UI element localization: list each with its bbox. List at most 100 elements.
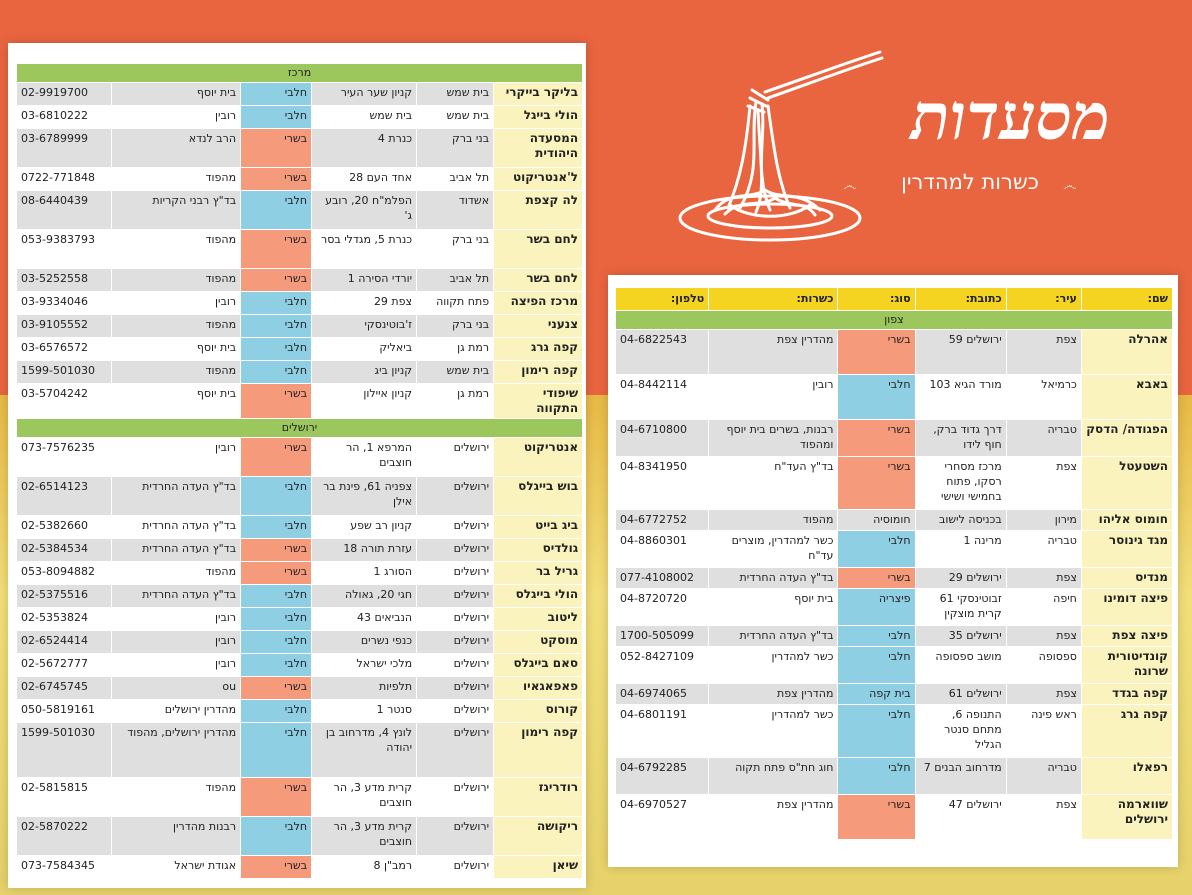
restaurant-type: חלבי <box>241 723 312 777</box>
header-city: עיר: <box>1006 288 1081 310</box>
restaurant-phone: 1700-505099 <box>616 626 709 646</box>
restaurant-type: בשרי <box>241 856 312 878</box>
restaurant-address: הסורג 1 <box>312 562 417 584</box>
restaurant-name: מרכז הפיצה <box>494 292 583 314</box>
restaurant-type: חלבי <box>838 647 915 683</box>
restaurant-kashrut: בית יוסף <box>112 83 241 105</box>
restaurant-address: קרית מדע 3, הר חוצבים <box>312 778 417 816</box>
restaurant-city: טבריה <box>1006 531 1081 567</box>
restaurant-name: פאפאגאיו <box>494 677 583 699</box>
restaurant-phone: 04-6772752 <box>616 510 709 530</box>
restaurant-type: בשרי <box>838 420 915 456</box>
restaurant-address: סנטר 1 <box>312 700 417 722</box>
restaurant-type: בשרי <box>241 539 312 561</box>
restaurant-phone: 04-6970527 <box>616 795 709 839</box>
restaurant-address: מדרחוב הבנים 7 <box>915 758 1006 794</box>
restaurant-phone: 03-6810222 <box>17 106 112 128</box>
restaurant-city: ירושלים <box>417 723 494 777</box>
restaurant-name: פיצה דומינו <box>1081 589 1172 625</box>
restaurant-kashrut: רובין <box>112 631 241 653</box>
restaurant-name: לחם בשר <box>494 269 583 291</box>
restaurant-kashrut: מהפוד <box>112 315 241 337</box>
restaurant-type: חלבי <box>241 338 312 360</box>
restaurant-address: בכניסה לישוב <box>915 510 1006 530</box>
restaurant-phone: 052-8427109 <box>616 647 709 683</box>
restaurant-address: בית שמש <box>312 106 417 128</box>
restaurant-city: בית שמש <box>417 361 494 383</box>
header-address: כתובת: <box>915 288 1006 310</box>
restaurant-type: בשרי <box>241 168 312 190</box>
restaurant-address: ירושלים 47 <box>915 795 1006 839</box>
restaurant-kashrut: אגודת ישראל <box>112 856 241 878</box>
restaurant-phone: 1599-501030 <box>17 723 112 777</box>
restaurant-name: פיצה צפת <box>1081 626 1172 646</box>
table-row: המסעדה היהודית בני ברק כנרת 4 בשרי הרב לנדא 0… <box>17 129 583 167</box>
restaurant-city: חיפה <box>1006 589 1081 625</box>
restaurant-type: חלבי <box>241 654 312 676</box>
restaurant-name: ריקושה <box>494 817 583 855</box>
restaurant-address: ירושלים 29 <box>915 568 1006 588</box>
table-row: הפגודה/ הדסק טבריה דרך גדוד ברק, חוף לידו ב… <box>616 420 1172 456</box>
restaurant-name: קפה גרג <box>494 338 583 360</box>
restaurant-kashrut: מהפוד <box>112 361 241 383</box>
restaurant-city: בית שמש <box>417 106 494 128</box>
restaurant-phone: 08-6440439 <box>17 191 112 229</box>
table-row: לחם בשר תל אביב יורדי הסירה 1 בשרי מהפוד 03-5… <box>17 269 583 291</box>
restaurant-name: קורוס <box>494 700 583 722</box>
table-row: מגד גינוסר טבריה מרינה 1 חלבי כשר למהדרין, מ… <box>616 531 1172 567</box>
restaurant-address: קניון רב שפע <box>312 516 417 538</box>
restaurant-name: בוש בייגלס <box>494 477 583 515</box>
restaurant-kashrut: ou <box>112 677 241 699</box>
table-row: מוסקט ירושלים כנפי נשרים חלבי רובין 02-652441… <box>17 631 583 653</box>
restaurant-address: קניון שער העיר <box>312 83 417 105</box>
table-row: סאם בייגלס ירושלים מלכי ישראל חלבי רובין 02-5… <box>17 654 583 676</box>
restaurant-type: בשרי <box>241 778 312 816</box>
restaurant-name: לה קצפת <box>494 191 583 229</box>
table-row: ריקושה ירושלים קרית מדע 3, הר חוצבים חלבי רב… <box>17 817 583 855</box>
restaurant-address: ירושלים 35 <box>915 626 1006 646</box>
restaurant-phone: 077-4108002 <box>616 568 709 588</box>
restaurant-address: מרכז מסחרי רסקו, פתוח בחמישי ושישי <box>915 457 1006 509</box>
table-row: לחם בשר בני ברק כנרת 5, מגדלי בסר בשרי מהפוד… <box>17 230 583 268</box>
table-row: קפה גרג רמת גן ביאליק חלבי בית יוסף 03-657657… <box>17 338 583 360</box>
restaurant-kashrut: בד"ץ העדה החרדית <box>709 568 838 588</box>
restaurant-kashrut: בד"ץ העד"ח <box>709 457 838 509</box>
restaurant-phone: 04-8442114 <box>616 375 709 419</box>
restaurant-phone: 050-5819161 <box>17 700 112 722</box>
restaurant-name: אהרלה <box>1081 330 1172 374</box>
restaurant-type: חלבי <box>241 292 312 314</box>
restaurant-city: בני ברק <box>417 315 494 337</box>
table-row: שווארמה ירושלים צפת ירושלים 47 בשרי מהדרין צ… <box>616 795 1172 839</box>
restaurant-phone: 03-6789999 <box>17 129 112 167</box>
header-name: שם: <box>1081 288 1172 310</box>
restaurant-city: רמת גן <box>417 384 494 418</box>
restaurant-phone: 03-6576572 <box>17 338 112 360</box>
restaurant-city: ראש פינה <box>1006 705 1081 757</box>
restaurant-type: חלבי <box>241 608 312 630</box>
restaurant-type: בשרי <box>241 230 312 268</box>
restaurant-address: ז'בוטינסקי <box>312 315 417 337</box>
restaurant-phone: 04-6822543 <box>616 330 709 374</box>
spaghetti-fork-icon <box>678 50 884 242</box>
restaurant-name: מנדיס <box>1081 568 1172 588</box>
table-row: רודריגז ירושלים קרית מדע 3, הר חוצבים בשרי מ… <box>17 778 583 816</box>
restaurant-address: קניון ביג <box>312 361 417 383</box>
restaurant-phone: 1599-501030 <box>17 361 112 383</box>
restaurant-type: בית קפה <box>838 684 915 704</box>
section-title: מרכז <box>17 64 583 82</box>
restaurant-kashrut: בד"ץ העדה החרדית <box>709 626 838 646</box>
table-row: קורוס ירושלים סנטר 1 חלבי מהדרין ירושלים 050-… <box>17 700 583 722</box>
table-row: ל'אנטריקוט תל אביב אחד העם 28 בשרי מהפוד 0722… <box>17 168 583 190</box>
table-row: קפה גרג ראש פינה התנופה 6, מתחם סנטר הגליל… <box>616 705 1172 757</box>
restaurant-address: כנרת 5, מגדלי בסר <box>312 230 417 268</box>
restaurant-phone: 03-5704242 <box>17 384 112 418</box>
restaurant-type: חלבי <box>241 817 312 855</box>
restaurant-city: ירושלים <box>417 654 494 676</box>
restaurant-city: צפת <box>1006 330 1081 374</box>
restaurant-kashrut: מהפוד <box>112 168 241 190</box>
restaurant-city: טבריה <box>1006 758 1081 794</box>
table-row: קפה רימון ירושלים לונץ 4, מדרחוב בן יהודה ח… <box>17 723 583 777</box>
table-header-row: שם: עיר: כתובת: סוג: כשרות: טלפון: <box>616 288 1172 310</box>
restaurant-city: ירושלים <box>417 477 494 515</box>
restaurant-kashrut: בד"ץ העדה החרדית <box>112 477 241 515</box>
